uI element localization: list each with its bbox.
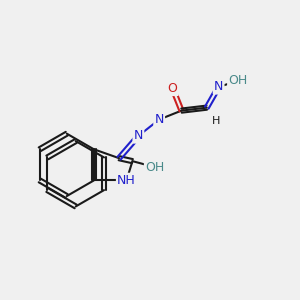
- Text: OH: OH: [145, 160, 164, 174]
- Text: N: N: [154, 113, 164, 126]
- Text: O: O: [168, 82, 178, 95]
- Text: H: H: [212, 116, 220, 126]
- Text: NH: NH: [117, 174, 136, 187]
- Text: OH: OH: [228, 74, 248, 87]
- Text: N: N: [134, 129, 143, 142]
- Text: N: N: [214, 80, 223, 93]
